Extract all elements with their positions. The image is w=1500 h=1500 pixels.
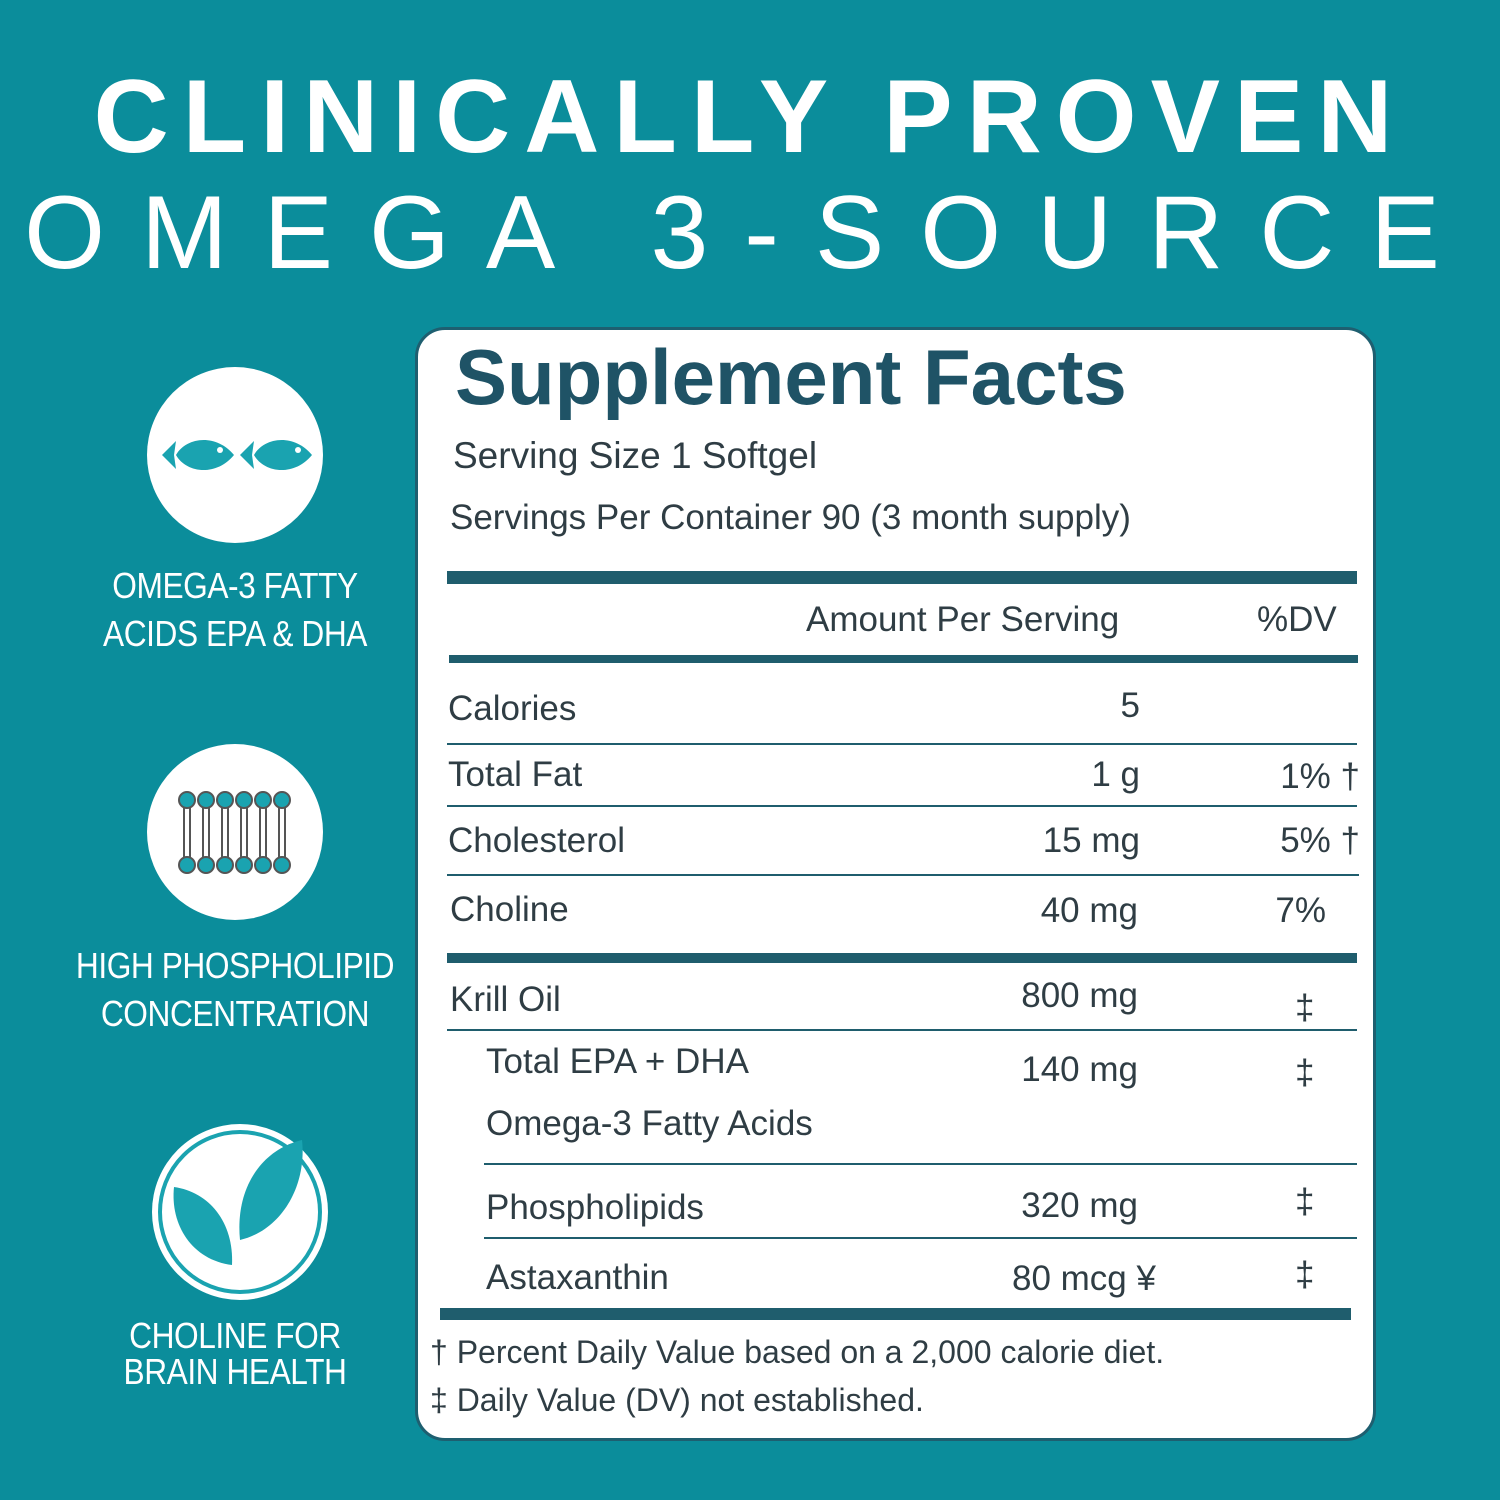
nutrient-dv: ‡: [1295, 1255, 1315, 1294]
nutrient-amount: 320 mg: [1021, 1186, 1138, 1225]
nutrient-dv: 5% †: [1280, 821, 1360, 860]
icon-ring: [158, 1130, 322, 1294]
caption-line: ACIDS EPA & DHA: [103, 613, 367, 654]
footnote: † Percent Daily Value based on a 2,000 c…: [430, 1334, 1165, 1370]
nutrient-dv: 7%: [1275, 891, 1326, 930]
rule-thin: [484, 1237, 1357, 1239]
caption-line: CHOLINE FOR: [129, 1315, 341, 1356]
rule-thick: [447, 953, 1357, 963]
nutrient-amount: 1 g: [1091, 755, 1140, 794]
caption-line: CONCENTRATION: [100, 993, 370, 1034]
rule-thin: [447, 743, 1357, 745]
nutrient-name: Total Fat: [448, 755, 583, 794]
caption-line: BRAIN HEALTH: [123, 1351, 347, 1392]
facts-title: Supplement Facts: [455, 333, 1127, 421]
nutrient-name: Choline: [450, 890, 569, 929]
column-header: %DV: [1257, 600, 1337, 639]
rule-thin: [484, 1163, 1357, 1165]
phospholipid-icon: [178, 791, 291, 874]
feature-caption: HIGH PHOSPHOLIPID CONCENTRATION: [28, 942, 442, 1038]
nutrient-name: Krill Oil: [450, 980, 561, 1019]
nutrient-amount: 40 mg: [1040, 891, 1138, 930]
icon-circle: [147, 367, 323, 543]
nutrient-name: Phospholipids: [486, 1188, 704, 1227]
serving-size: Serving Size 1 Softgel: [453, 435, 818, 476]
headline-1: CLINICALLY PROVEN: [93, 59, 1407, 175]
nutrient-amount: 80 mcg ¥: [1012, 1259, 1156, 1298]
feature-icons: [147, 367, 328, 1300]
caption-line: HIGH PHOSPHOLIPID: [75, 945, 395, 986]
rule-thin: [447, 1029, 1357, 1031]
servings-per-container: Servings Per Container 90 (3 month suppl…: [450, 498, 1131, 537]
rule-thin: [447, 805, 1357, 807]
rule-thick: [440, 1308, 1351, 1320]
column-header: Amount Per Serving: [806, 600, 1120, 639]
nutrient-amount: 800 mg: [1021, 976, 1138, 1015]
nutrient-name: Omega-3 Fatty Acids: [486, 1104, 813, 1143]
nutrient-dv: ‡: [1295, 1182, 1315, 1221]
supplement-facts-card: [415, 327, 1376, 1441]
nutrient-dv: ‡: [1295, 1053, 1315, 1092]
nutrient-name: Calories: [448, 689, 577, 728]
nutrient-name: Total EPA + DHA: [486, 1042, 749, 1081]
feature-caption: OMEGA-3 FATTY ACIDS EPA & DHA: [28, 562, 442, 658]
rule-medium: [449, 655, 1358, 663]
feature-caption: CHOLINE FOR BRAIN HEALTH: [28, 1318, 442, 1390]
nutrient-amount: 5: [1120, 686, 1140, 725]
rule-thick: [447, 571, 1357, 584]
footnote: ‡ Daily Value (DV) not established.: [430, 1382, 924, 1418]
fish-icon: [162, 439, 312, 471]
nutrient-dv: ‡: [1295, 988, 1315, 1027]
nutrient-amount: 15 mg: [1042, 821, 1140, 860]
caption-line: OMEGA-3 FATTY: [112, 565, 358, 606]
rule-thin: [447, 874, 1359, 876]
headline-2: OMEGA 3-SOURCE: [24, 175, 1476, 291]
icon-circle: [147, 744, 323, 920]
nutrient-amount: 140 mg: [1021, 1050, 1138, 1089]
nutrient-dv: 1% †: [1280, 757, 1360, 796]
nutrient-name: Cholesterol: [448, 821, 626, 860]
leaf-icon: [173, 1140, 303, 1265]
nutrient-name: Astaxanthin: [486, 1258, 669, 1297]
